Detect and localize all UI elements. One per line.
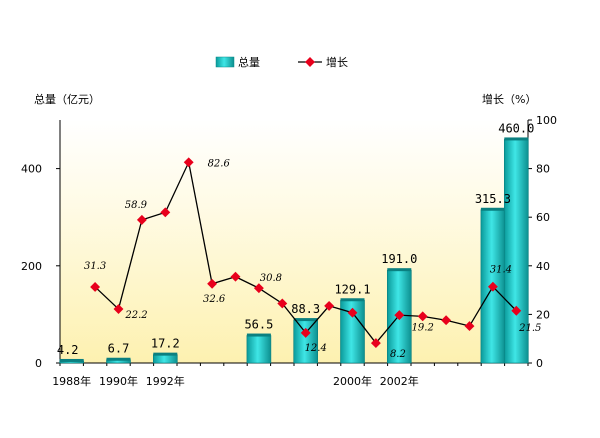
growth-marker (136, 214, 147, 225)
bar (153, 354, 178, 364)
bar-value-label: 191.0 (381, 252, 417, 266)
legend-marker (305, 57, 315, 67)
growth-value-label: 31.4 (490, 265, 512, 276)
x-tick-label: 2000年 (333, 374, 372, 388)
y-left-tick-label: 400 (21, 163, 42, 176)
bar-value-label: 88.3 (291, 302, 320, 316)
legend-label-bar: 总量 (238, 55, 260, 69)
legend-label-line: 增长 (326, 55, 348, 69)
growth-value-label: 58.9 (125, 200, 148, 211)
growth-value-label: 30.8 (260, 273, 282, 284)
bar-value-label: 4.2 (57, 343, 79, 357)
legend: 总量 增长 (215, 55, 348, 69)
legend-swatch-bar (215, 56, 235, 68)
growth-marker (441, 315, 452, 326)
growth-marker (394, 310, 405, 321)
y-left-tick-label: 0 (35, 357, 42, 370)
bar-cap (153, 352, 178, 356)
bar-cap (293, 318, 318, 322)
growth-value-label: 8.2 (390, 349, 406, 360)
y-right-tick-label: 40 (536, 260, 550, 273)
bar-cap (59, 358, 84, 362)
x-tick-label: 1992年 (146, 374, 185, 388)
growth-value-label: 21.5 (518, 323, 541, 334)
bar-cap (106, 357, 131, 361)
bar-value-label: 6.7 (108, 342, 130, 356)
bar-value-label: 17.2 (151, 337, 180, 351)
growth-marker (207, 278, 218, 289)
y-right-tick-label: 20 (536, 308, 550, 321)
bar-cap (504, 137, 529, 141)
growth-labels: 31.3 22.2 58.9 82.6 32.6 30.8 12.4 8.2 19.2 31.4 2… (84, 158, 541, 360)
y-right-tick-label: 80 (536, 163, 550, 176)
growth-value-label: 31.3 (84, 261, 106, 272)
y-axis-right-label: 增长（%） (482, 92, 536, 106)
growth-marker (277, 298, 288, 309)
y-right-tick-label: 100 (536, 114, 557, 127)
y-axis-right-ticks: 0 20 40 60 80 100 (528, 114, 557, 370)
growth-marker (464, 321, 475, 332)
growth-marker (324, 300, 335, 311)
bar-cap (340, 298, 365, 302)
bar-labels: 4.2 6.7 17.2 56.5 88.3 129.1 191.0 315.3 460.0 (57, 121, 535, 357)
x-axis-ticks: 1988年 1990年 1992年 2000年 2002年 (52, 363, 529, 388)
growth-marker (370, 338, 381, 349)
x-tick-label: 1990年 (99, 374, 138, 388)
growth-value-label: 32.6 (203, 294, 226, 305)
growth-marker (300, 327, 311, 338)
y-left-tick-label: 200 (21, 260, 42, 273)
bar-cap (246, 333, 271, 337)
growth-marker (511, 305, 522, 316)
y-right-tick-label: 0 (536, 357, 543, 370)
growth-line (90, 157, 522, 349)
bars (59, 137, 529, 364)
x-tick-label: 1988年 (52, 374, 91, 388)
growth-value-label: 19.2 (412, 322, 434, 333)
y-right-tick-label: 60 (536, 211, 550, 224)
growth-marker (417, 311, 428, 322)
bar (293, 319, 319, 364)
bar-value-label: 56.5 (244, 318, 273, 332)
bar-value-label: 460.0 (498, 121, 534, 135)
x-tick-label: 2002年 (380, 374, 419, 388)
bar (503, 139, 529, 364)
growth-marker (347, 307, 358, 318)
growth-value-label: 12.4 (305, 343, 327, 354)
growth-marker (230, 271, 241, 282)
growth-value-label: 82.6 (208, 158, 231, 169)
growth-value-label: 22.2 (124, 310, 147, 321)
bar-cap (480, 207, 505, 211)
growth-marker (160, 207, 171, 218)
growth-marker (487, 281, 498, 292)
bar-value-label: 129.1 (334, 282, 370, 296)
y-axis-left-label: 总量（亿元） (34, 92, 100, 106)
bar-cap (387, 268, 412, 272)
growth-marker (183, 157, 194, 168)
bar-value-label: 315.3 (475, 192, 511, 206)
y-axis-left-ticks: 0 200 400 (21, 163, 60, 370)
bar (246, 335, 272, 364)
